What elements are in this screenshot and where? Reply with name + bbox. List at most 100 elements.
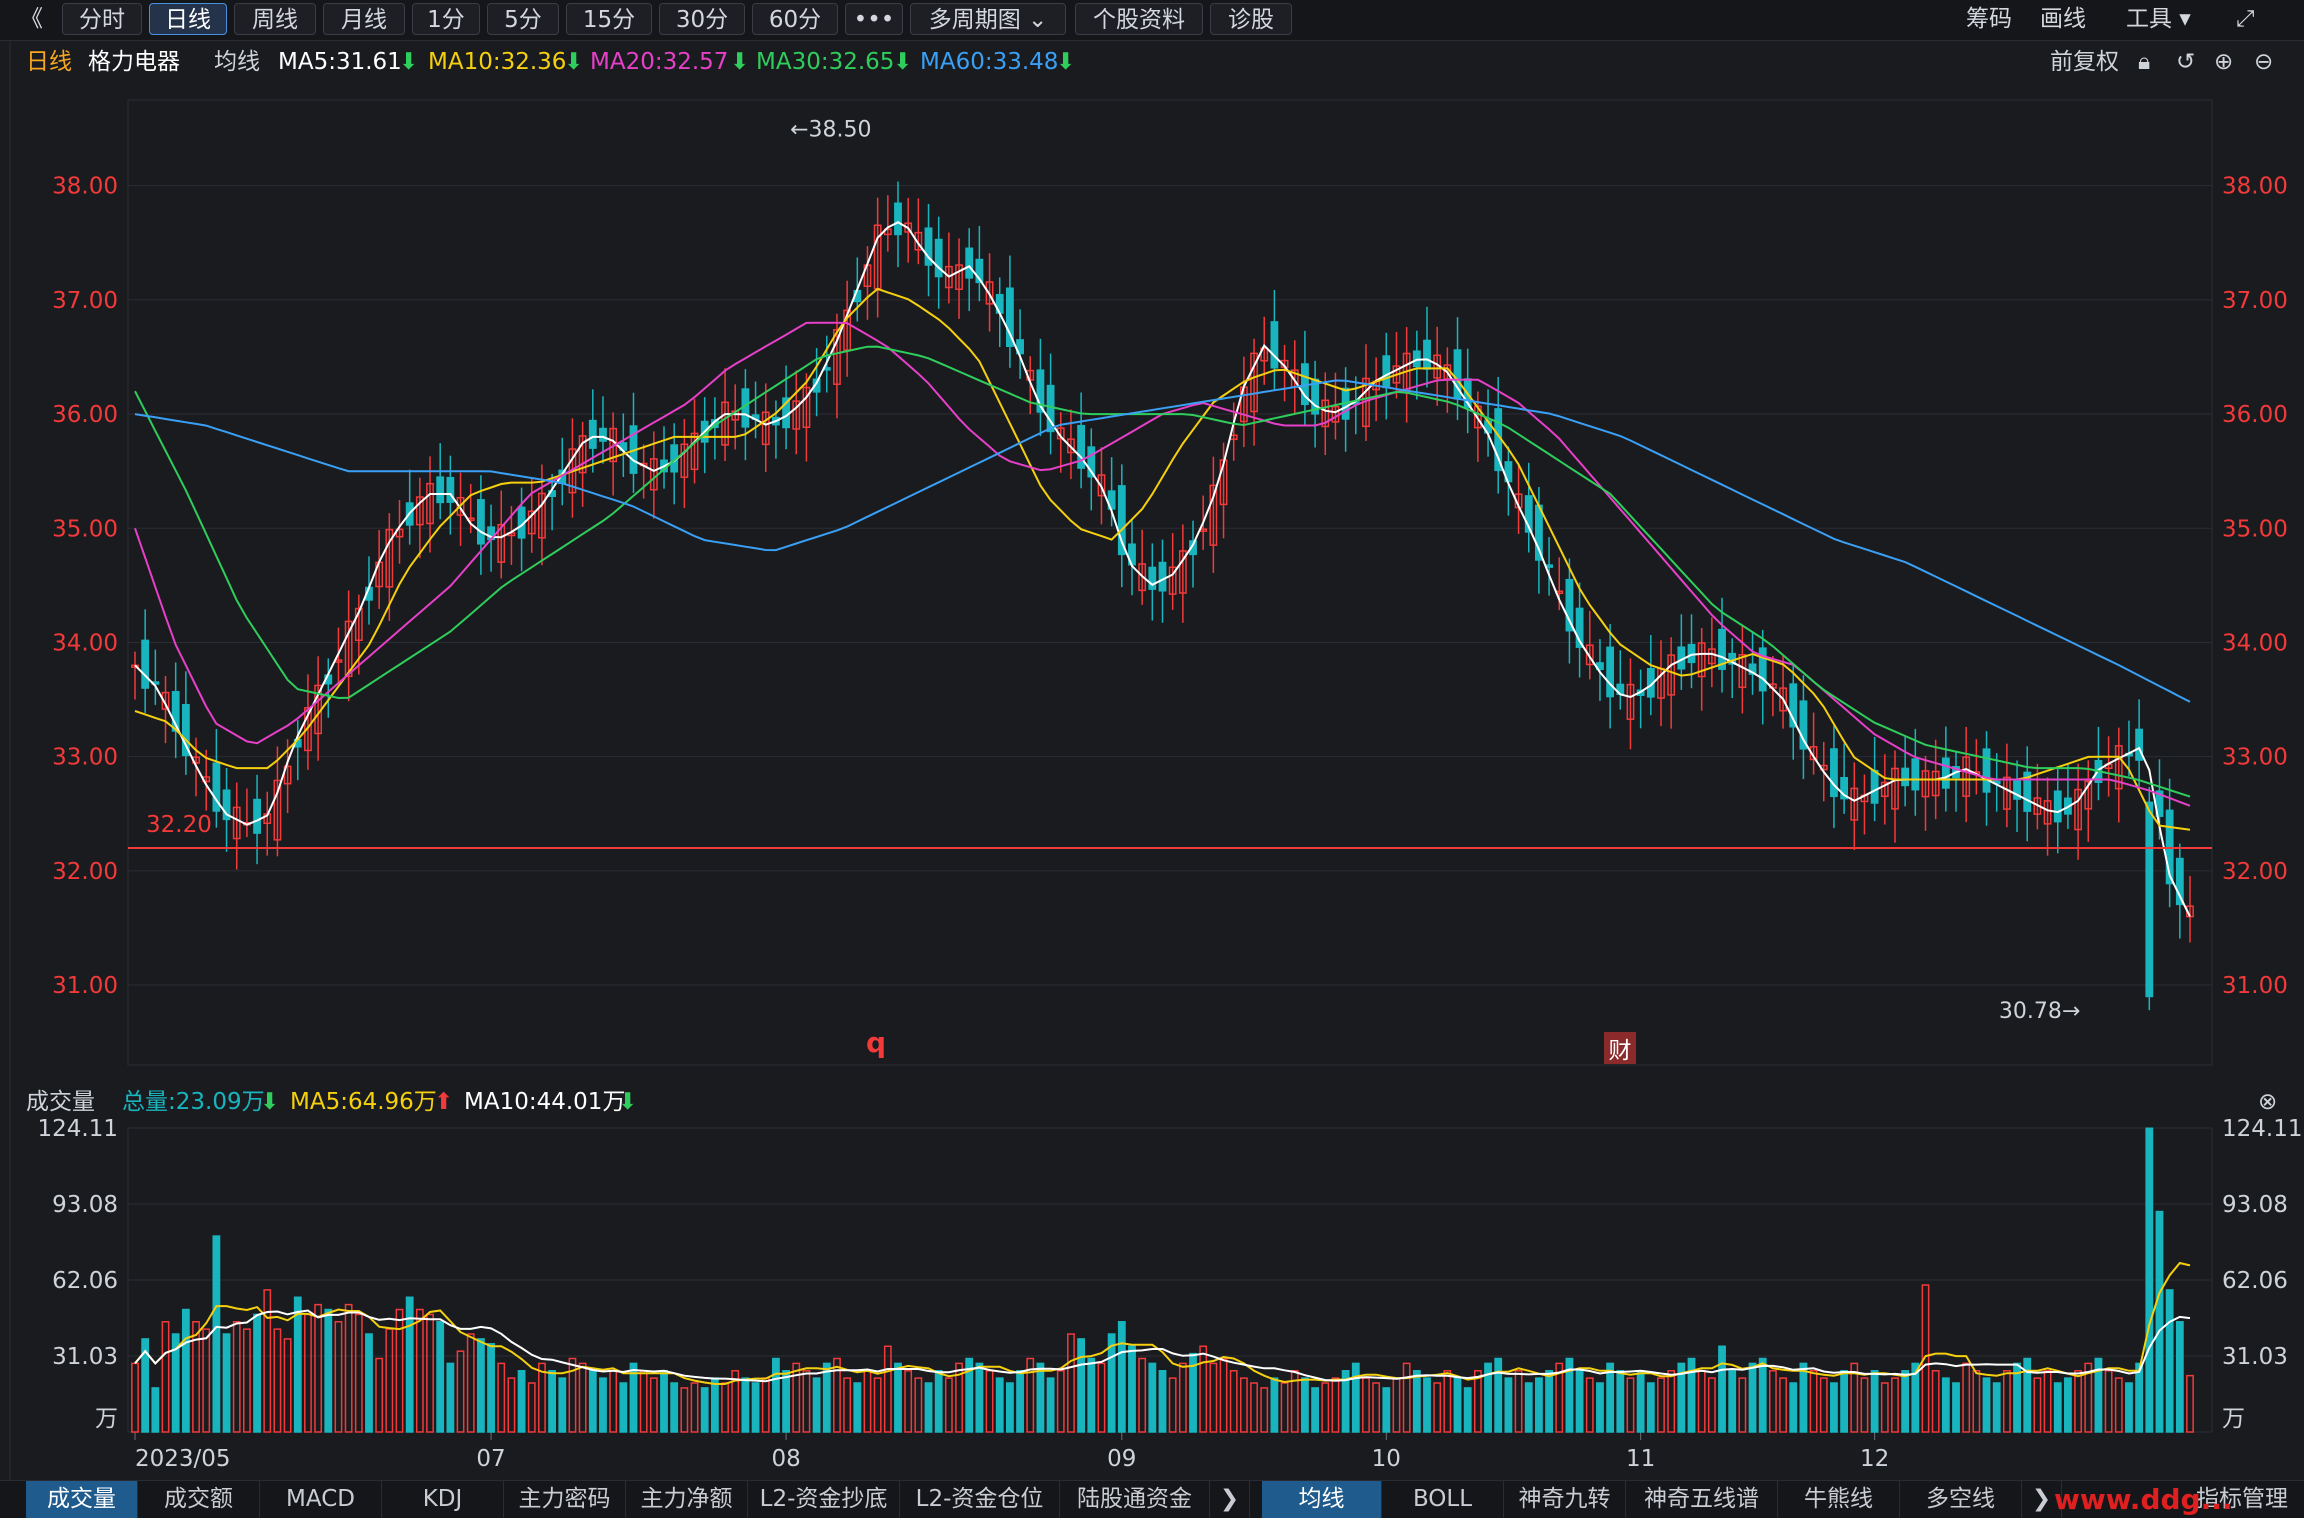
volume-bar [1901,1370,1910,1433]
tab-turnover[interactable]: 成交额 [138,1481,260,1518]
tab-boll[interactable]: BOLL [1382,1481,1504,1518]
volume-bar [1005,1382,1014,1433]
candle-body [690,432,699,471]
candle-body [1931,770,1940,797]
volume-bar [2186,1374,2194,1433]
candle-body [1718,628,1726,670]
volume-bar [1311,1387,1320,1433]
volume-bar [385,1328,394,1433]
volume-bar [1128,1345,1136,1433]
volume-bar [1697,1370,1706,1433]
undo-icon[interactable]: ↺ [2176,49,2196,75]
chips-button[interactable]: 筹码 [1966,6,2012,32]
fullscreen-icon[interactable]: ⤢ [2236,6,2255,32]
volume-bar [2064,1377,2072,1433]
candle-body [1870,769,1879,804]
candle-body [1077,424,1086,469]
tab-magic-nine[interactable]: 神奇九转 [1504,1481,1626,1518]
tab-hk-connect[interactable]: 陆股通资金 [1060,1481,1210,1518]
candle-body [273,779,282,841]
tab-kdj[interactable]: KDJ [382,1481,504,1518]
tab-ma-overlay[interactable]: 均线 [1262,1481,1382,1518]
tab-60min[interactable]: 60分 [752,3,838,35]
volume-bar [1138,1357,1147,1433]
diagnose-button[interactable]: 诊股 [1210,3,1292,35]
volume-bar [1067,1333,1075,1433]
tab-rixian[interactable]: 日线 [149,3,227,35]
volume-bar [466,1333,475,1433]
candle-body [253,798,261,834]
tab-magic-five[interactable]: 神奇五线谱 [1626,1481,1778,1518]
tab-1min[interactable]: 1分 [412,3,480,35]
tab-zhouxian[interactable]: 周线 [234,3,316,35]
tab-main-net[interactable]: 主力净额 [626,1481,748,1518]
indicator-tabs: 成交量 成交额 MACD KDJ 主力密码 主力净额 L2-资金抄底 L2-资金… [0,1480,2304,1518]
ma-info-bar: 日线 格力电器 均线 MA5:31.61 ⬇ MA10:32.36 ⬇ MA20… [0,40,2304,84]
volume-bar [2114,1377,2123,1433]
candle-body [1779,687,1787,712]
x-label: 09 [1107,1446,1136,1472]
volume-bar [1880,1382,1889,1433]
candle-body [1830,748,1838,798]
tab-macd[interactable]: MACD [260,1481,382,1518]
next-overlay-icon[interactable]: ❯ [2022,1481,2062,1518]
kline-chart[interactable]: 38.00 38.00 37.00 37.00 36.00 36.00 35.00 35.00… [0,0,2304,1480]
candle-body [1189,540,1197,556]
volume-bar [1301,1377,1309,1433]
candle-body [955,264,963,291]
volume-ma5-line [134,1261,2191,1385]
tab-30min[interactable]: 30分 [659,3,745,35]
lock-icon[interactable]: 🔒︎ [2138,49,2151,75]
fuquan-selector[interactable]: 前复权 [2050,49,2119,75]
volume-bar [1931,1370,1940,1433]
tab-yuexian[interactable]: 月线 [323,3,405,35]
more-icon[interactable]: ••• [845,3,903,35]
tab-l2-position[interactable]: L2-资金仓位 [900,1481,1060,1518]
next-tabs-icon[interactable]: ❯ [1210,1481,1250,1518]
volume-info-bar: 成交量 总量:23.09万 ⬇ MA5:64.96万 ⬆ MA10:44.01万… [0,1086,2304,1118]
volume-bar [1016,1370,1024,1433]
draw-button[interactable]: 画线 [2040,6,2086,32]
volume-bar [1687,1357,1696,1433]
zoom-in-icon[interactable]: ⊕ [2214,49,2234,75]
volume-bar [772,1357,780,1433]
tab-bull-bear[interactable]: 牛熊线 [1778,1481,1900,1518]
indicator-manage-button[interactable]: 指标管理 [2196,1486,2288,1512]
tab-l2-bottom[interactable]: L2-资金抄底 [748,1481,900,1518]
watermark: www.ddg... [2054,1483,2233,1516]
candle-body [1901,767,1910,787]
candle-body [2074,788,2082,831]
volume-bar [761,1377,770,1433]
tab-main-code[interactable]: 主力密码 [504,1481,626,1518]
volume-bar [995,1377,1004,1433]
tab-15min[interactable]: 15分 [566,3,652,35]
volume-tick-right: 93.08 [2222,1192,2288,1218]
tab-volume[interactable]: 成交量 [26,1481,138,1518]
volume-bar [1758,1357,1767,1433]
volume-bar [1158,1370,1167,1433]
volume-bar [517,1370,526,1433]
candle-body [1789,683,1798,728]
volume-tick-right: 31.03 [2222,1344,2288,1370]
volume-bar [710,1377,719,1433]
stock-profile-button[interactable]: 个股资料 [1075,3,1203,35]
ma60-line [134,379,2191,703]
toolbar: 《 分时 日线 周线 月线 1分 5分 15分 30分 60分 ••• 多周期图… [0,0,2304,41]
tab-5min[interactable]: 5分 [487,3,559,35]
multi-period-dropdown[interactable]: 多周期图 ⌄ [910,3,1066,35]
volume-bar [609,1370,618,1433]
tools-button[interactable]: 工具 ▾ [2126,6,2191,32]
volume-bar [497,1362,506,1433]
volume-bar [1789,1382,1798,1433]
tab-fenshi[interactable]: 分时 [62,3,142,35]
volume-bar [1046,1377,1055,1433]
volume-bar [1728,1370,1737,1433]
zoom-out-icon[interactable]: ⊖ [2254,49,2274,75]
back-icon[interactable]: 《 [20,6,43,32]
tab-long-short[interactable]: 多空线 [1900,1481,2022,1518]
volume-bar [1646,1382,1655,1433]
volume-bar [2074,1370,2082,1433]
volume-bar [2155,1210,2164,1433]
close-volume-icon[interactable]: ⊗ [2258,1089,2278,1115]
ma-label[interactable]: 均线 [214,49,260,75]
